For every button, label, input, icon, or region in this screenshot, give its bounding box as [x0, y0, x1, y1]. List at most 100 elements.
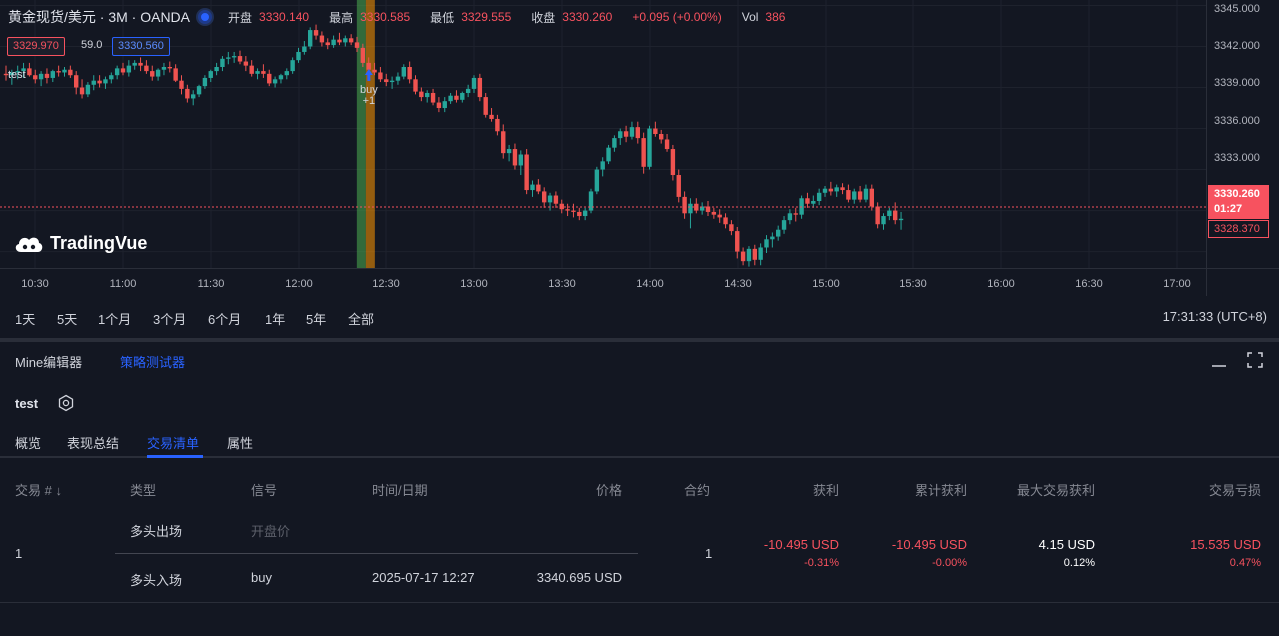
- candle-body: [337, 39, 342, 43]
- range-1m-button[interactable]: 1个月: [98, 312, 132, 327]
- last-price-tag: 3330.260 01:27: [1208, 185, 1269, 219]
- candle-body: [793, 213, 798, 215]
- candle-body: [278, 75, 284, 80]
- candle-body: [518, 154, 523, 166]
- candle-body: [33, 75, 38, 80]
- candlestick-chart[interactable]: buy+1: [0, 0, 1279, 296]
- range-all-button[interactable]: 全部: [348, 312, 375, 327]
- last-price-value: 3330.260: [1214, 188, 1260, 200]
- panel-resize-handle[interactable]: [0, 338, 1279, 342]
- candle-body: [816, 192, 822, 201]
- candle-body: [495, 118, 500, 132]
- candle-body: [196, 86, 202, 95]
- candle-body: [664, 139, 670, 150]
- candle-body: [711, 211, 717, 215]
- range-5d-button[interactable]: 5天: [57, 312, 78, 327]
- col-datetime: 时间/日期: [372, 483, 428, 498]
- candle-body: [688, 203, 693, 214]
- candle-body: [729, 224, 734, 232]
- candle-body: [79, 87, 85, 95]
- range-1y-button[interactable]: 1年: [265, 312, 286, 327]
- tab-properties[interactable]: 属性: [227, 436, 254, 451]
- candle-body: [389, 80, 395, 83]
- tab-overview[interactable]: 概览: [15, 436, 42, 451]
- candle-body: [588, 191, 594, 211]
- candle-body: [360, 47, 366, 63]
- candle-body: [138, 62, 143, 66]
- candle-body: [465, 88, 471, 93]
- range-3m-button[interactable]: 3个月: [153, 312, 187, 327]
- range-6m-button[interactable]: 6个月: [208, 312, 242, 327]
- high-value: 3330.585: [360, 10, 411, 24]
- candle-body: [705, 206, 711, 212]
- tab-trade-list[interactable]: 交易清单: [147, 436, 200, 451]
- candle-body: [670, 149, 676, 176]
- timezone-clock[interactable]: 17:31:33 (UTC+8): [1162, 309, 1267, 324]
- cumulative-profit-percent: -0.00%: [932, 557, 967, 569]
- candle-body: [641, 138, 646, 167]
- range-5y-button[interactable]: 5年: [306, 312, 327, 327]
- x-axis-label: 16:30: [1075, 278, 1103, 290]
- entry-price: 3340.695 USD: [536, 570, 622, 585]
- candle-body: [524, 154, 529, 191]
- symbol-title[interactable]: 黄金现货/美元 · 3M · OANDA: [8, 9, 191, 25]
- candle-body: [723, 217, 728, 225]
- ask-price-button[interactable]: 3330.560: [112, 37, 170, 56]
- candle-body: [787, 213, 793, 221]
- cloud-logo-icon: [15, 237, 43, 252]
- signal-highlight-band: [365, 0, 375, 268]
- candle-body: [618, 131, 623, 139]
- candle-body: [776, 229, 781, 237]
- candle-body: [846, 190, 851, 200]
- candle-body: [735, 231, 740, 252]
- y-axis-label: 3339.000: [1214, 77, 1260, 89]
- candle-body: [869, 188, 874, 207]
- candle-body: [50, 71, 55, 78]
- candle-body: [653, 128, 658, 134]
- candle-body: [237, 56, 243, 62]
- col-type: 类型: [130, 483, 157, 498]
- settings-icon[interactable]: [57, 394, 75, 412]
- candle-body: [436, 102, 442, 109]
- bid-price-button[interactable]: 3329.970: [7, 37, 65, 56]
- candle-body: [290, 60, 295, 72]
- candle-body: [419, 91, 424, 98]
- range-1d-button[interactable]: 1天: [15, 312, 36, 327]
- col-cumulative-profit: 累计获利: [914, 483, 967, 498]
- candle-body: [401, 67, 406, 77]
- x-axis-label: 12:00: [285, 278, 313, 290]
- y-axis-label: 3342.000: [1214, 40, 1260, 52]
- volume-label: Vol: [741, 10, 759, 24]
- minimize-icon[interactable]: [1209, 350, 1229, 370]
- candle-body: [746, 248, 752, 262]
- tab-strategy-tester[interactable]: 策略测试器: [120, 355, 186, 370]
- candle-body: [606, 147, 611, 162]
- candle-body: [740, 251, 746, 262]
- col-price: 价格: [595, 483, 622, 498]
- candle-body: [471, 77, 477, 89]
- candle-body: [875, 206, 880, 225]
- x-axis-label: 10:30: [21, 278, 49, 290]
- candle-body: [425, 92, 430, 98]
- col-trade-number[interactable]: 交易 # ↓: [15, 483, 62, 498]
- bottom-panel: Mine编辑器 策略测试器 test 概览 表现总结 交易清单 属性 交易 # …: [0, 342, 1279, 636]
- signal-highlight-band: [356, 0, 366, 268]
- x-axis-label: 13:30: [548, 278, 576, 290]
- x-axis-label: 11:30: [197, 278, 225, 290]
- price-chart[interactable]: buy +1 黄金现货/美元 · 3M · OANDA 开盘 3330.140 最…: [0, 0, 1279, 296]
- tab-performance-summary[interactable]: 表现总结: [67, 436, 120, 451]
- candle-body: [62, 69, 67, 73]
- active-tab-underline: [147, 455, 203, 458]
- maximize-icon[interactable]: [1245, 350, 1265, 370]
- tab-mine-editor[interactable]: Mine编辑器: [15, 355, 83, 370]
- high-label: 最高: [329, 10, 354, 25]
- candle-body: [68, 69, 73, 76]
- indicator-name[interactable]: test: [8, 69, 26, 81]
- drawdown-value: 15.535 USD: [1190, 537, 1261, 552]
- low-label: 最低: [430, 10, 455, 25]
- y-axis-label: 3333.000: [1214, 152, 1260, 164]
- candle-body: [512, 149, 518, 166]
- candle-body: [261, 71, 266, 74]
- candle-body: [506, 149, 512, 154]
- candle-body: [109, 75, 114, 80]
